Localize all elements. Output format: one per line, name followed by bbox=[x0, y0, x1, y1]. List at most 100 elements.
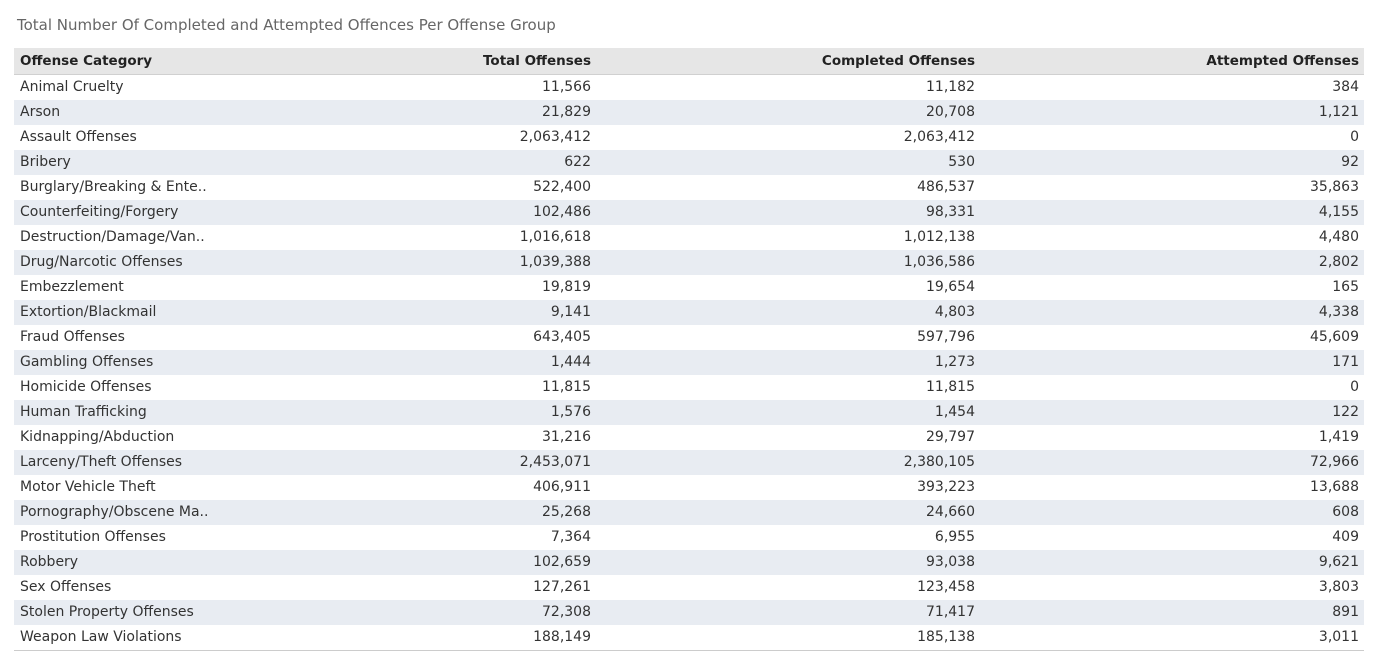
table-row[interactable]: Stolen Property Offenses 72,308 71,417 891 bbox=[14, 600, 1364, 625]
offense-category-cell: Larceny/Theft Offenses bbox=[20, 454, 183, 470]
table-row[interactable]: Larceny/Theft Offenses 2,453,071 2,380,105… bbox=[14, 450, 1364, 475]
table-row[interactable]: Prostitution Offenses 7,364 6,955 409 bbox=[14, 525, 1364, 550]
offense-category-cell: Robbery bbox=[20, 554, 79, 570]
table-row[interactable]: Embezzlement 19,819 19,654 165 bbox=[14, 275, 1364, 300]
offense-category-cell: Bribery bbox=[20, 154, 71, 170]
attempted-offenses-cell: 0 bbox=[1350, 379, 1359, 395]
completed-offenses-cell: 98,331 bbox=[926, 204, 975, 220]
column-header-total-offenses[interactable]: Total Offenses bbox=[483, 53, 591, 69]
table-row[interactable]: Arson 21,829 20,708 1,121 bbox=[14, 100, 1364, 125]
column-header-completed-offenses[interactable]: Completed Offenses bbox=[821, 53, 975, 69]
attempted-offenses-cell: 4,155 bbox=[1318, 204, 1359, 220]
total-offenses-cell: 622 bbox=[564, 154, 591, 170]
table-row[interactable]: Human Trafficking 1,576 1,454 122 bbox=[14, 400, 1364, 425]
table-body: Animal Cruelty 11,566 11,182 384 Arson 21,829… bbox=[14, 75, 1364, 651]
offense-category-cell: Gambling Offenses bbox=[20, 354, 154, 370]
table-row[interactable]: Destruction/Damage/Van.. 1,016,618 1,012,1… bbox=[14, 225, 1364, 250]
total-offenses-cell: 9,141 bbox=[550, 304, 591, 320]
table-row[interactable]: Drug/Narcotic Offenses 1,039,388 1,036,586… bbox=[14, 250, 1364, 275]
attempted-offenses-cell: 4,338 bbox=[1318, 304, 1359, 320]
completed-offenses-cell: 4,803 bbox=[934, 304, 975, 320]
offense-category-cell: Sex Offenses bbox=[20, 579, 112, 595]
offense-category-cell: Animal Cruelty bbox=[20, 79, 124, 95]
attempted-offenses-cell: 165 bbox=[1332, 279, 1359, 295]
attempted-offenses-cell: 1,419 bbox=[1318, 429, 1359, 445]
offense-category-cell: Prostitution Offenses bbox=[20, 529, 166, 545]
completed-offenses-cell: 93,038 bbox=[926, 554, 975, 570]
total-offenses-cell: 406,911 bbox=[533, 479, 591, 495]
table-row[interactable]: Pornography/Obscene Ma.. 25,268 24,660 608 bbox=[14, 500, 1364, 525]
table-row[interactable]: Motor Vehicle Theft 406,911 393,223 13,688 bbox=[14, 475, 1364, 500]
total-offenses-cell: 7,364 bbox=[550, 529, 591, 545]
attempted-offenses-cell: 608 bbox=[1332, 504, 1359, 520]
total-offenses-cell: 1,576 bbox=[550, 404, 591, 420]
attempted-offenses-cell: 409 bbox=[1332, 529, 1359, 545]
attempted-offenses-cell: 3,011 bbox=[1318, 629, 1359, 645]
column-header-offense-category[interactable]: Offense Category bbox=[20, 53, 153, 69]
completed-offenses-cell: 185,138 bbox=[917, 629, 975, 645]
total-offenses-cell: 72,308 bbox=[542, 604, 591, 620]
completed-offenses-cell: 6,955 bbox=[934, 529, 975, 545]
attempted-offenses-cell: 45,609 bbox=[1310, 329, 1359, 345]
offense-category-cell: Kidnapping/Abduction bbox=[20, 429, 175, 445]
completed-offenses-cell: 1,036,586 bbox=[903, 254, 975, 270]
attempted-offenses-cell: 171 bbox=[1332, 354, 1359, 370]
table-row[interactable]: Bribery 622 530 92 bbox=[14, 150, 1364, 175]
table-row[interactable]: Fraud Offenses 643,405 597,796 45,609 bbox=[14, 325, 1364, 350]
attempted-offenses-cell: 0 bbox=[1350, 129, 1359, 145]
total-offenses-cell: 102,486 bbox=[533, 204, 591, 220]
attempted-offenses-cell: 384 bbox=[1332, 79, 1359, 95]
table-row[interactable]: Sex Offenses 127,261 123,458 3,803 bbox=[14, 575, 1364, 600]
attempted-offenses-cell: 92 bbox=[1341, 154, 1359, 170]
table-row[interactable]: Counterfeiting/Forgery 102,486 98,331 4,155 bbox=[14, 200, 1364, 225]
column-header-attempted-offenses[interactable]: Attempted Offenses bbox=[1206, 53, 1359, 69]
table-row[interactable]: Assault Offenses 2,063,412 2,063,412 0 bbox=[14, 125, 1364, 150]
chart-title: Total Number Of Completed and Attempted … bbox=[17, 16, 556, 34]
offense-category-cell: Stolen Property Offenses bbox=[20, 604, 194, 620]
completed-offenses-cell: 11,815 bbox=[926, 379, 975, 395]
total-offenses-cell: 127,261 bbox=[533, 579, 591, 595]
offense-category-cell: Pornography/Obscene Ma.. bbox=[20, 504, 209, 520]
total-offenses-cell: 643,405 bbox=[533, 329, 591, 345]
completed-offenses-cell: 2,063,412 bbox=[903, 129, 975, 145]
offense-table: Offense Category Total Offenses Complete… bbox=[14, 48, 1364, 651]
offense-category-cell: Human Trafficking bbox=[20, 404, 147, 420]
attempted-offenses-cell: 122 bbox=[1332, 404, 1359, 420]
attempted-offenses-cell: 13,688 bbox=[1310, 479, 1359, 495]
completed-offenses-cell: 2,380,105 bbox=[903, 454, 975, 470]
offense-category-cell: Weapon Law Violations bbox=[20, 629, 182, 645]
table-header-row: Offense Category Total Offenses Complete… bbox=[14, 48, 1364, 75]
completed-offenses-cell: 20,708 bbox=[926, 104, 975, 120]
total-offenses-cell: 11,566 bbox=[542, 79, 591, 95]
total-offenses-cell: 522,400 bbox=[533, 179, 591, 195]
offense-category-cell: Homicide Offenses bbox=[20, 379, 152, 395]
total-offenses-cell: 1,039,388 bbox=[519, 254, 591, 270]
table-row[interactable]: Gambling Offenses 1,444 1,273 171 bbox=[14, 350, 1364, 375]
total-offenses-cell: 19,819 bbox=[542, 279, 591, 295]
completed-offenses-cell: 486,537 bbox=[917, 179, 975, 195]
completed-offenses-cell: 71,417 bbox=[926, 604, 975, 620]
completed-offenses-cell: 11,182 bbox=[926, 79, 975, 95]
attempted-offenses-cell: 2,802 bbox=[1318, 254, 1359, 270]
attempted-offenses-cell: 35,863 bbox=[1310, 179, 1359, 195]
offense-category-cell: Extortion/Blackmail bbox=[20, 304, 157, 320]
completed-offenses-cell: 123,458 bbox=[917, 579, 975, 595]
total-offenses-cell: 188,149 bbox=[533, 629, 591, 645]
table-row[interactable]: Robbery 102,659 93,038 9,621 bbox=[14, 550, 1364, 575]
total-offenses-cell: 102,659 bbox=[533, 554, 591, 570]
table-row[interactable]: Extortion/Blackmail 9,141 4,803 4,338 bbox=[14, 300, 1364, 325]
table-row[interactable]: Homicide Offenses 11,815 11,815 0 bbox=[14, 375, 1364, 400]
attempted-offenses-cell: 9,621 bbox=[1318, 554, 1359, 570]
table-row[interactable]: Kidnapping/Abduction 31,216 29,797 1,419 bbox=[14, 425, 1364, 450]
completed-offenses-cell: 19,654 bbox=[926, 279, 975, 295]
attempted-offenses-cell: 3,803 bbox=[1318, 579, 1359, 595]
total-offenses-cell: 31,216 bbox=[542, 429, 591, 445]
total-offenses-cell: 1,444 bbox=[550, 354, 591, 370]
attempted-offenses-cell: 72,966 bbox=[1310, 454, 1359, 470]
table-row[interactable]: Animal Cruelty 11,566 11,182 384 bbox=[14, 75, 1364, 100]
completed-offenses-cell: 1,273 bbox=[934, 354, 975, 370]
table-row[interactable]: Burglary/Breaking & Ente.. 522,400 486,537… bbox=[14, 175, 1364, 200]
table-row[interactable]: Weapon Law Violations 188,149 185,138 3,011 bbox=[14, 625, 1364, 651]
completed-offenses-cell: 29,797 bbox=[926, 429, 975, 445]
offense-category-cell: Motor Vehicle Theft bbox=[20, 479, 156, 495]
